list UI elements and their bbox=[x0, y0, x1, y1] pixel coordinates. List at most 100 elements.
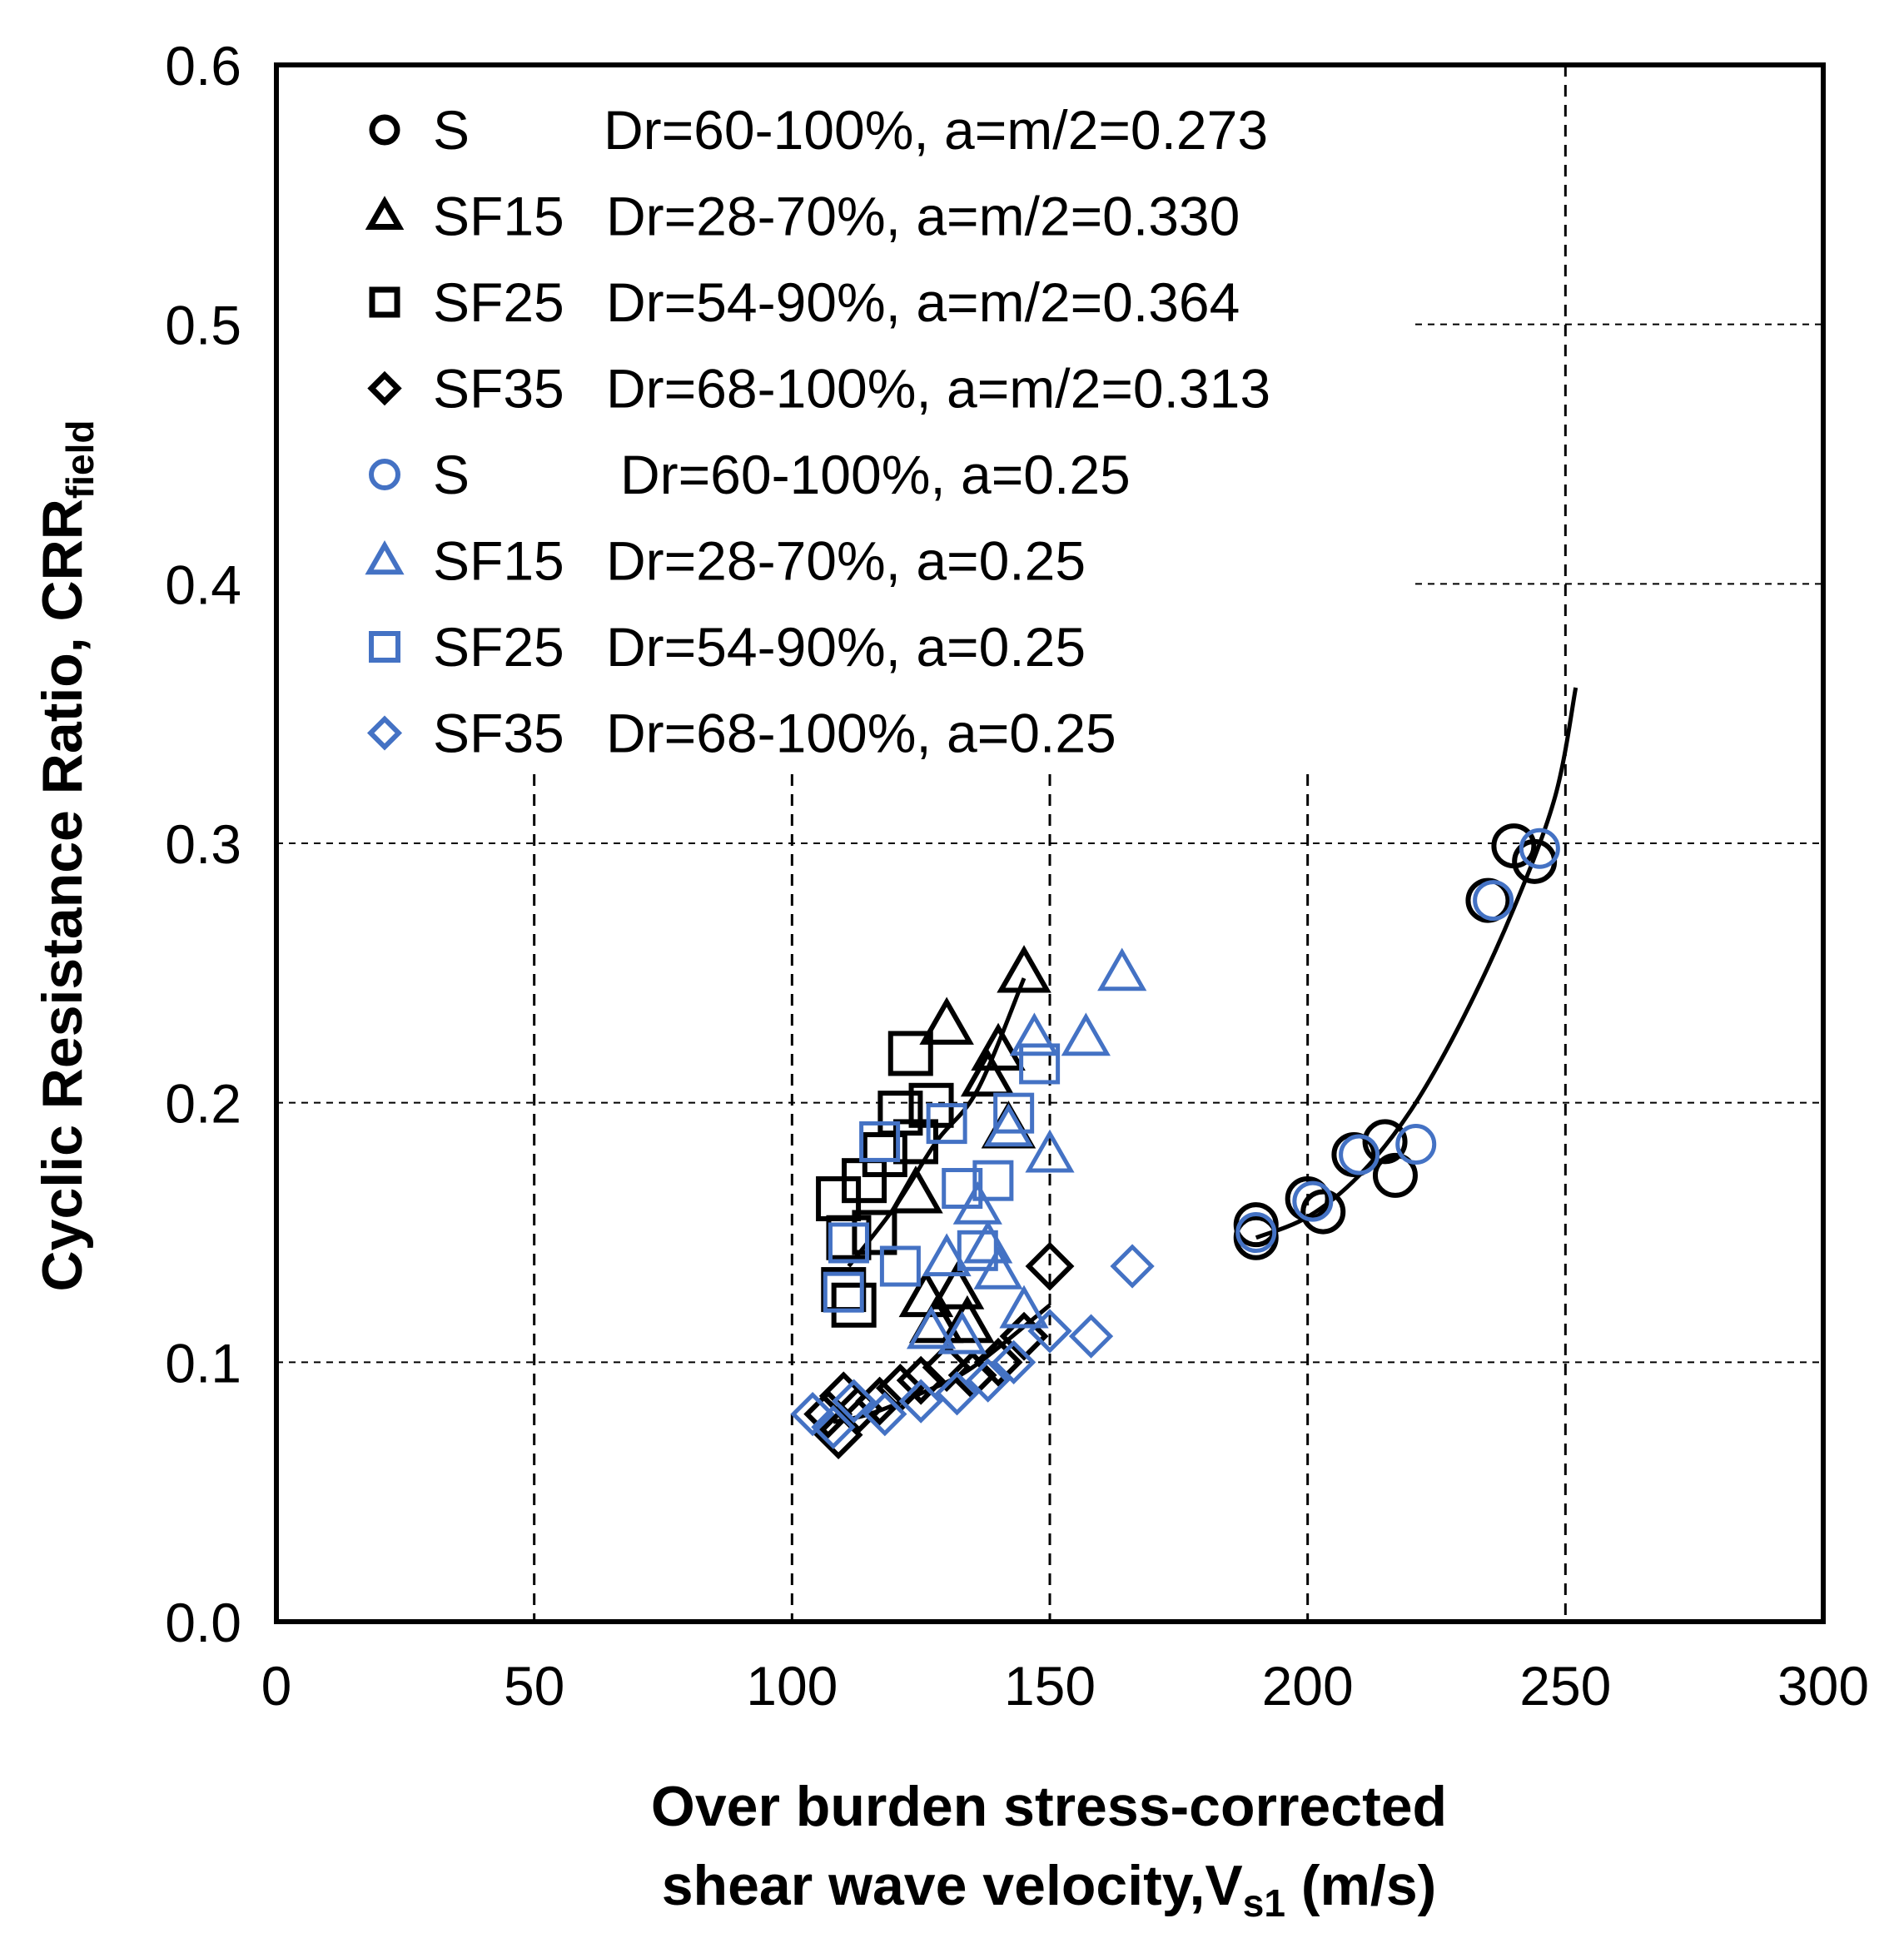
data-point-square bbox=[957, 1230, 998, 1271]
x-tick-label: 0 bbox=[261, 1655, 292, 1717]
legend-series-desc: Dr=28-70%, a=0.25 bbox=[606, 530, 1086, 592]
data-point-diamond bbox=[1110, 1244, 1155, 1289]
y-tick-label: 0.2 bbox=[165, 1073, 241, 1135]
legend-marker-circle bbox=[369, 459, 400, 490]
data-point-diamond bbox=[922, 1343, 972, 1393]
data-point-triangle bbox=[937, 1310, 987, 1354]
data-point-circle bbox=[1395, 1124, 1437, 1165]
data-point-square bbox=[887, 1031, 933, 1076]
y-axis-subscript: field bbox=[58, 420, 102, 499]
data-point-circle bbox=[1233, 1215, 1279, 1260]
data-point-triangle bbox=[888, 1165, 943, 1214]
y-tick-label: 0.6 bbox=[165, 35, 241, 97]
x-axis-title-line2: shear wave velocity,Vs1 (m/s) bbox=[662, 1854, 1437, 1925]
y-tick-label: 0.0 bbox=[165, 1592, 241, 1653]
legend-series-name: SF35 bbox=[433, 703, 564, 764]
data-point-diamond bbox=[898, 1379, 943, 1424]
data-point-circle bbox=[1372, 1152, 1418, 1198]
data-point-circle bbox=[1331, 1132, 1377, 1177]
legend-series-desc: Dr=68-100%, a=0.25 bbox=[606, 703, 1116, 764]
y-axis-title: Cyclic Resistance Ratio, CRRfield bbox=[31, 420, 102, 1292]
data-point-square bbox=[942, 1168, 983, 1210]
legend-series-name: S bbox=[433, 99, 470, 161]
data-point-diamond bbox=[999, 1311, 1049, 1361]
legend-marker-circle bbox=[369, 114, 400, 146]
data-point-triangle bbox=[1097, 947, 1147, 991]
data-point-diamond bbox=[973, 1337, 1023, 1387]
data-point-triangle bbox=[1009, 1012, 1060, 1056]
data-point-square bbox=[823, 1271, 864, 1313]
data-point-triangle bbox=[999, 1285, 1049, 1329]
data-point-diamond bbox=[1068, 1314, 1114, 1359]
y-tick-label: 0.5 bbox=[165, 295, 241, 356]
legend-series-name: SF25 bbox=[433, 271, 564, 333]
x-tick-label: 250 bbox=[1519, 1655, 1611, 1717]
x-tick-label: 100 bbox=[746, 1655, 838, 1717]
plot-frame bbox=[274, 62, 1826, 1624]
data-point-circle bbox=[1465, 877, 1511, 923]
legend-marker-diamond bbox=[367, 370, 402, 406]
legend-marker-triangle bbox=[365, 196, 405, 230]
data-point-triangle bbox=[940, 1295, 995, 1344]
legend-series-desc: Dr=54-90%, a=m/2=0.364 bbox=[606, 271, 1240, 333]
data-point-diamond bbox=[1025, 1241, 1075, 1291]
y-tick-labels: 0.0 0.1 0.2 0.3 0.4 0.5 0.6 bbox=[165, 35, 241, 1653]
data-point-square bbox=[828, 1222, 869, 1264]
data-point-triangle bbox=[997, 945, 1051, 993]
legend-marker-diamond bbox=[366, 715, 403, 751]
data-point-diamond bbox=[934, 1371, 980, 1416]
data-point-circle bbox=[1300, 1189, 1346, 1235]
data-point-triangle bbox=[963, 1220, 1013, 1264]
data-point-triangle bbox=[983, 1103, 1034, 1147]
data-point-triangle bbox=[971, 1022, 1026, 1071]
legend-series-name: SF15 bbox=[433, 186, 564, 247]
data-point-circle bbox=[1362, 1119, 1408, 1165]
legend-series-name: SF25 bbox=[433, 616, 564, 678]
data-point-square bbox=[972, 1160, 1014, 1201]
fit-curve bbox=[847, 977, 1027, 1268]
data-point-triangle bbox=[1061, 1012, 1111, 1056]
x-tick-label: 50 bbox=[504, 1655, 564, 1717]
x-tick-label: 150 bbox=[1004, 1655, 1096, 1717]
x-axis-subscript: s1 bbox=[1243, 1881, 1285, 1925]
legend-series-name: SF35 bbox=[433, 358, 564, 420]
y-tick-label: 0.3 bbox=[165, 813, 241, 875]
x-tick-labels: 0 50 100 150 200 250 300 bbox=[261, 1655, 1869, 1717]
y-tick-label: 0.1 bbox=[165, 1332, 241, 1394]
legend: S Dr=60-100%, a=m/2=0.273 SF15 Dr=28-70%, a… bbox=[365, 99, 1270, 764]
data-point-square bbox=[879, 1245, 921, 1287]
legend-series-desc: Dr=60-100%, a=0.25 bbox=[620, 444, 1131, 505]
legend-series-desc: Dr=60-100%, a=m/2=0.273 bbox=[604, 99, 1268, 161]
data-point-circle bbox=[1233, 1202, 1279, 1248]
legend-series-name: SF15 bbox=[433, 530, 564, 592]
data-point-square bbox=[852, 1210, 897, 1255]
data-point-square bbox=[831, 1282, 877, 1328]
legend-series-desc: Dr=28-70%, a=m/2=0.330 bbox=[606, 186, 1240, 247]
data-point-diamond bbox=[863, 1392, 907, 1437]
data-point-diamond bbox=[832, 1379, 877, 1424]
data-point-square bbox=[926, 1103, 967, 1145]
x-axis-title-line1: Over burden stress-corrected bbox=[651, 1775, 1447, 1838]
legend-series-name: S bbox=[433, 444, 470, 505]
data-point-diamond bbox=[790, 1392, 835, 1437]
data-point-diamond bbox=[1027, 1309, 1072, 1354]
data-point-triangle bbox=[919, 996, 974, 1045]
x-tick-label: 200 bbox=[1262, 1655, 1354, 1717]
data-point-triangle bbox=[922, 1233, 972, 1277]
data-point-diamond bbox=[992, 1339, 1037, 1384]
data-points bbox=[790, 823, 1560, 1460]
fit-curve bbox=[1255, 687, 1578, 1240]
data-point-circle bbox=[1473, 880, 1514, 922]
legend-marker-square bbox=[369, 631, 400, 663]
legend-marker-square bbox=[369, 286, 400, 318]
data-point-triangle bbox=[1025, 1129, 1075, 1173]
data-point-triangle bbox=[952, 1180, 1002, 1225]
data-point-square bbox=[993, 1092, 1035, 1134]
x-tick-label: 300 bbox=[1777, 1655, 1869, 1717]
data-point-square bbox=[1019, 1043, 1061, 1085]
legend-marker-triangle bbox=[365, 540, 405, 575]
legend-series-desc: Dr=54-90%, a=0.25 bbox=[606, 616, 1086, 678]
data-point-circle bbox=[1235, 1212, 1277, 1253]
data-point-square bbox=[859, 1121, 901, 1162]
